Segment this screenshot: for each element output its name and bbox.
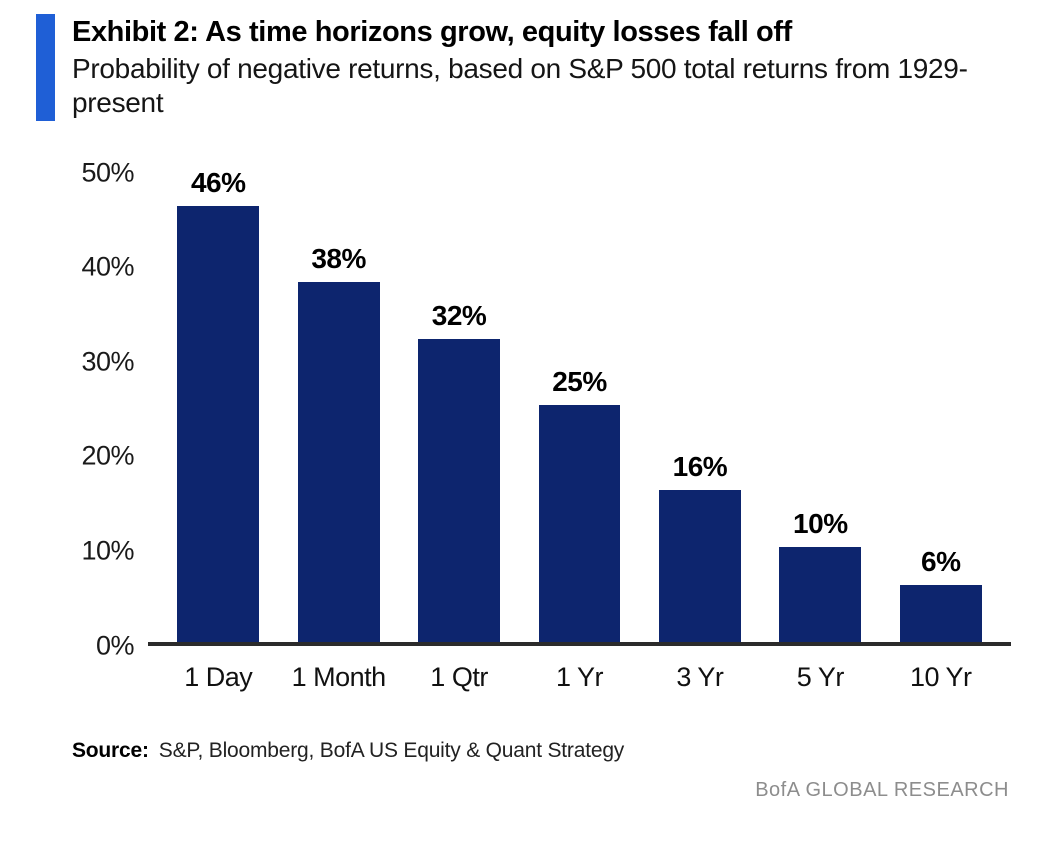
y-axis: 50% 40% 30% 20% 10% 0% — [36, 157, 148, 660]
exhibit-header: Exhibit 2: As time horizons grow, equity… — [0, 0, 1051, 121]
bar-value-label: 6% — [921, 545, 961, 577]
x-tick-label: 10 Yr — [909, 661, 972, 692]
x-axis: 1 Day 1 Month 1 Qtr 1 Yr 3 Yr 5 Yr 10 Yr — [148, 662, 1011, 693]
x-tick-label: 1 Yr — [555, 661, 604, 692]
source-line: Source: S&P, Bloomberg, BofA US Equity & … — [72, 739, 1011, 763]
bar-column: 25% — [519, 368, 639, 642]
source-text: S&P, Bloomberg, BofA US Equity & Quant S… — [158, 738, 625, 762]
bar-column: 46% — [158, 167, 278, 642]
x-tick-label: 1 Month — [291, 661, 387, 692]
bar-column: 16% — [640, 451, 760, 642]
x-tick-label: 1 Day — [184, 661, 253, 692]
y-tick-label: 20% — [81, 440, 134, 471]
bar — [899, 584, 982, 642]
branding: BofA GLOBAL RESEARCH — [755, 778, 1009, 801]
bar — [177, 206, 260, 642]
bar — [297, 282, 380, 642]
plot-row: 50% 40% 30% 20% 10% 0% 46% 38% 32% 25% 16% 10% 6% — [36, 157, 1011, 660]
bar-value-label: 25% — [552, 366, 607, 398]
x-tick-label: 5 Yr — [796, 661, 845, 692]
exhibit-subtitle: Probability of negative returns, based o… — [72, 53, 968, 119]
y-tick-label: 0% — [95, 630, 135, 661]
y-tick-label: 40% — [81, 251, 134, 282]
bar-value-label: 32% — [431, 299, 487, 331]
bar-value-label: 10% — [793, 507, 848, 539]
y-tick-label: 10% — [81, 535, 134, 566]
bar-value-label: 38% — [311, 243, 366, 275]
plot-area: 46% 38% 32% 25% 16% 10% 6% — [148, 169, 1011, 646]
bar-value-label: 16% — [672, 451, 728, 483]
y-tick-label: 50% — [81, 157, 134, 188]
y-tick-label: 30% — [81, 346, 134, 377]
bar — [779, 546, 862, 642]
x-tick-label: 1 Qtr — [430, 661, 488, 692]
bar-column: 38% — [278, 243, 398, 642]
bar — [658, 490, 741, 642]
exhibit-title: Exhibit 2: As time horizons grow, equity… — [72, 16, 792, 48]
source-label: Source: — [72, 738, 149, 762]
x-tick-label: 3 Yr — [676, 661, 724, 692]
bar-chart: 50% 40% 30% 20% 10% 0% 46% 38% 32% 25% 16% 10% 6% 1… — [36, 157, 1011, 693]
title-block: Exhibit 2: As time horizons grow, equity… — [72, 14, 977, 121]
accent-bar — [36, 14, 55, 121]
bar-column: 6% — [881, 545, 1001, 642]
bar — [538, 405, 621, 642]
bar-value-label: 46% — [190, 167, 246, 199]
bar-column: 10% — [760, 507, 880, 642]
bar — [418, 338, 500, 642]
bar-column: 32% — [399, 299, 519, 642]
